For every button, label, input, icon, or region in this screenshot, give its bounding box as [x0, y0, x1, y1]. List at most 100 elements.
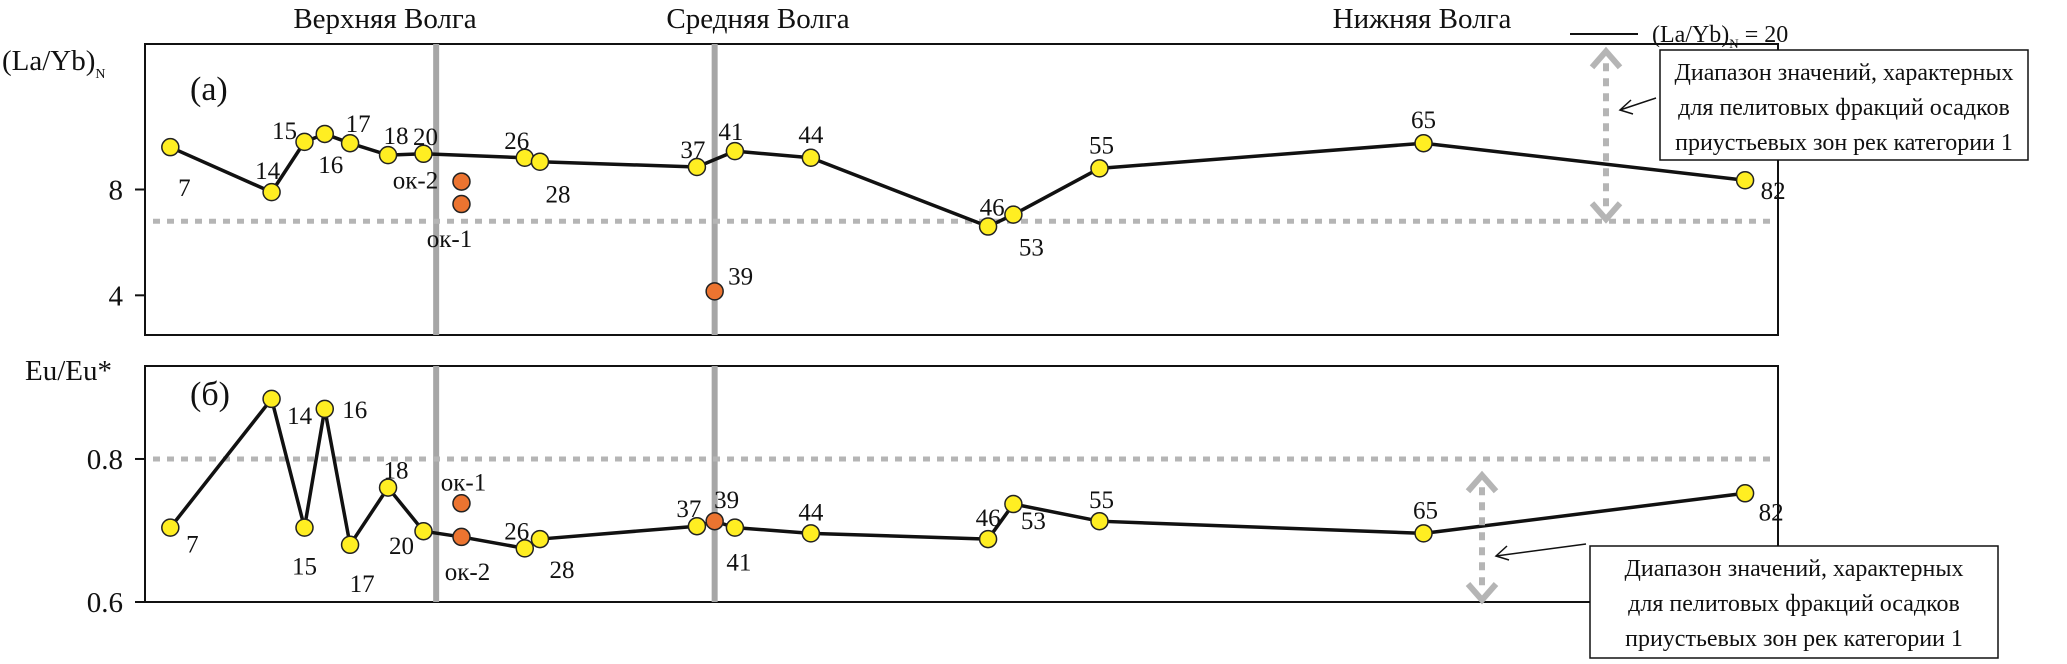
data-point [414, 144, 433, 164]
ytick-label: 8 [109, 175, 124, 207]
data-label: ок-1 [427, 226, 472, 253]
panel-b-ylabel: Eu/Eu* [25, 355, 112, 387]
range-annotation-line: для пелитовых фракций осадков [1678, 95, 2010, 121]
data-label: 15 [292, 554, 317, 581]
range-arrow-head [1589, 46, 1623, 70]
data-label: 46 [976, 505, 1001, 532]
range-annotation-box [1589, 545, 1999, 659]
data-point [161, 518, 180, 537]
data-point [1004, 494, 1023, 514]
data-point [1090, 511, 1109, 531]
data-point [801, 524, 821, 543]
data-point [452, 172, 471, 191]
data-label: 17 [346, 111, 371, 138]
data-point [1414, 133, 1433, 153]
data-point [340, 535, 360, 555]
region-title-lower: Нижняя Волга [1333, 3, 1512, 35]
data-label: 53 [1021, 508, 1046, 535]
pointer-line [1619, 97, 1657, 111]
data-label: 18 [384, 123, 409, 150]
data-label: 53 [1019, 235, 1044, 262]
data-point [262, 182, 281, 202]
pointer-line [1495, 543, 1587, 557]
data-point [705, 511, 724, 531]
data-point [687, 157, 707, 177]
panel-b-frame [144, 365, 1779, 603]
data-point [801, 148, 821, 168]
data-point [725, 518, 745, 537]
data-label: ок-1 [441, 469, 486, 496]
range-annotation-line: Диапазон значений, характерных [1675, 60, 2014, 86]
data-point [295, 132, 314, 152]
data-point [515, 539, 535, 558]
data-label: 39 [728, 263, 753, 290]
range-annotation-line: приустьевых зон рек категории 1 [1625, 626, 1963, 652]
data-point [725, 141, 745, 161]
pointer-head [1494, 545, 1510, 561]
data-point [1004, 205, 1023, 224]
data-label: 26 [504, 128, 529, 155]
data-point [705, 282, 724, 301]
data-point [378, 478, 398, 497]
panel-a-frame [144, 43, 1779, 336]
range-arrow-head [1589, 201, 1623, 224]
data-label: 28 [545, 182, 570, 209]
data-label: 44 [798, 499, 824, 526]
data-point [978, 217, 998, 236]
panel-a-label: (a) [190, 71, 228, 108]
data-label: 14 [255, 158, 281, 185]
data-label: 7 [178, 175, 191, 202]
data-point [1735, 484, 1755, 503]
data-label: 18 [384, 458, 409, 485]
data-point [452, 527, 471, 547]
data-label: 17 [350, 571, 375, 598]
data-label: 39 [714, 487, 739, 514]
data-point [1090, 159, 1109, 178]
data-label: 55 [1089, 132, 1114, 159]
region-title-middle: Средняя Волга [666, 3, 849, 35]
pointer-head [1618, 99, 1634, 115]
data-point [378, 145, 398, 165]
data-point [452, 194, 471, 214]
data-point [687, 516, 707, 536]
data-label: 41 [726, 550, 751, 577]
ytick-label: 4 [109, 280, 124, 312]
data-label: 41 [718, 119, 743, 146]
data-point [340, 133, 360, 153]
data-label: 82 [1759, 499, 1784, 526]
data-label: 28 [549, 557, 574, 584]
panel-b-label: (б) [190, 376, 230, 413]
data-label: 16 [342, 397, 367, 424]
data-point [315, 124, 335, 144]
data-label: 37 [676, 496, 701, 523]
data-label: 20 [389, 533, 414, 560]
legend-threshold-label: (La/Yb)N = 20 [1652, 22, 1788, 51]
data-label: ок-2 [445, 559, 490, 586]
ytick-label: 0.8 [87, 444, 123, 476]
range-arrow-head [1465, 582, 1499, 605]
range-annotation-line: для пелитовых фракций осадков [1628, 591, 1960, 617]
data-point [414, 521, 433, 541]
range-annotation-box [1659, 49, 2029, 161]
data-point [530, 152, 550, 171]
data-point [295, 518, 314, 537]
data-label: 46 [980, 195, 1005, 222]
data-label: 20 [413, 124, 438, 151]
range-annotation-line: Диапазон значений, характерных [1625, 556, 1964, 582]
data-point [530, 529, 550, 549]
panel-b: Eu/Eu* (б) 0.6 0.8 7 14 15 16 17 18 20 ок-2 26 28 3… [25, 355, 1999, 659]
data-point [315, 399, 335, 419]
data-label: 15 [272, 118, 297, 145]
data-label: 7 [186, 532, 199, 559]
range-arrow-head [1465, 470, 1499, 494]
data-label: 65 [1411, 107, 1436, 134]
range-annotation-line: приустьевых зон рек категории 1 [1675, 130, 2013, 156]
data-label: 37 [680, 137, 705, 164]
data-label: 65 [1413, 497, 1438, 524]
data-point [262, 389, 281, 409]
region-title-upper: Верхняя Волга [293, 3, 476, 35]
data-label: 44 [798, 122, 824, 149]
ytick-label: 0.6 [87, 587, 123, 619]
